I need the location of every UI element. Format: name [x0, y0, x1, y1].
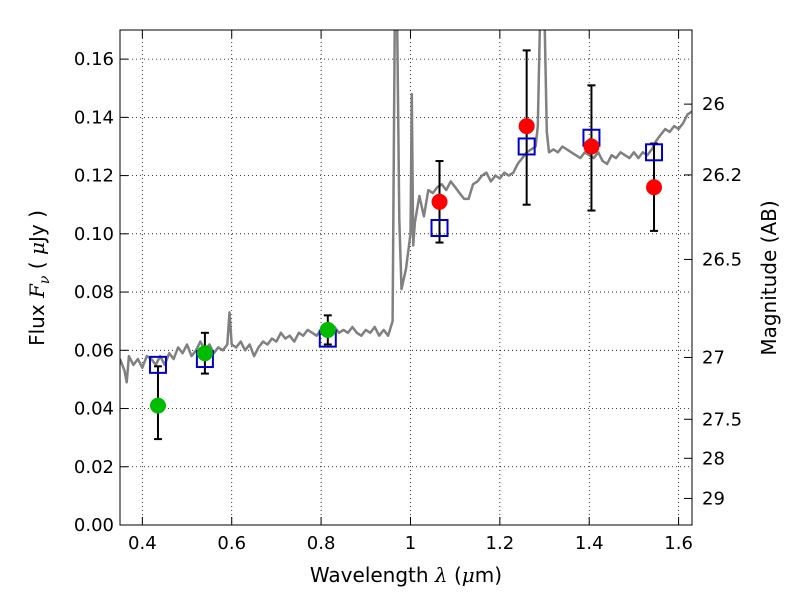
model-square-point [430, 219, 449, 237]
mag-tick-label: 26.5 [702, 249, 742, 270]
magnitude-axis: 26 26.2 26.5 27 27.5 28 29 [684, 94, 742, 509]
x-tick-label: 1 [405, 533, 416, 554]
x-tick-label: 1.4 [575, 533, 604, 554]
photometry-point [149, 397, 166, 414]
spectrum-line [120, 30, 692, 384]
y-tick-label: 0.00 [74, 515, 114, 536]
model-square-point [517, 137, 536, 156]
x-tick-label: 0.8 [307, 533, 336, 554]
x-tick-label: 1.6 [664, 533, 693, 554]
y-tick-label: 0.12 [74, 166, 114, 187]
y-tick-label: 0.10 [74, 224, 114, 245]
plot-area [120, 30, 692, 441]
x-axis: 0.4 0.6 0.8 1 1.2 1.4 1.6 [128, 30, 693, 554]
photometry-point [518, 118, 535, 135]
x-tick-label: 0.6 [217, 533, 246, 554]
y-tick-label: 0.14 [74, 107, 114, 128]
model-spectrum [120, 30, 692, 384]
mag-tick-label: 28 [702, 448, 725, 469]
grid [120, 30, 692, 525]
x-tick-label: 1.2 [486, 533, 515, 554]
model-square-point [645, 143, 664, 162]
right-axis-title: Magnitude (AB) [757, 200, 781, 355]
y-axis: 0.00 0.02 0.04 0.06 0.08 0.10 0.12 0.14 0.16 [74, 49, 128, 536]
photometry-points [148, 49, 664, 441]
plot-frame [119, 29, 693, 526]
x-tick-label: 0.4 [128, 533, 157, 554]
y-tick-label: 0.08 [74, 282, 114, 303]
mag-tick-label: 26 [702, 94, 725, 115]
mag-tick-label: 27.5 [702, 409, 742, 430]
x-axis-title: Wavelength λ (μm) [310, 563, 502, 587]
y-tick-label: 0.04 [74, 399, 114, 420]
photometry-point [319, 321, 336, 338]
photometry-point [431, 193, 448, 210]
y-axis-title: Flux Fν ( μJy ) [25, 210, 53, 346]
photometry-point [196, 345, 213, 362]
y-tick-label: 0.16 [74, 49, 114, 70]
y-tick-label: 0.02 [74, 457, 114, 478]
mag-tick-label: 27 [702, 347, 725, 368]
photometry-point [646, 179, 663, 196]
mag-tick-label: 29 [702, 488, 725, 509]
photometry-point [583, 138, 600, 155]
model-square-point [148, 355, 167, 374]
y-tick-label: 0.06 [74, 340, 114, 361]
mag-tick-label: 26.2 [702, 165, 742, 186]
